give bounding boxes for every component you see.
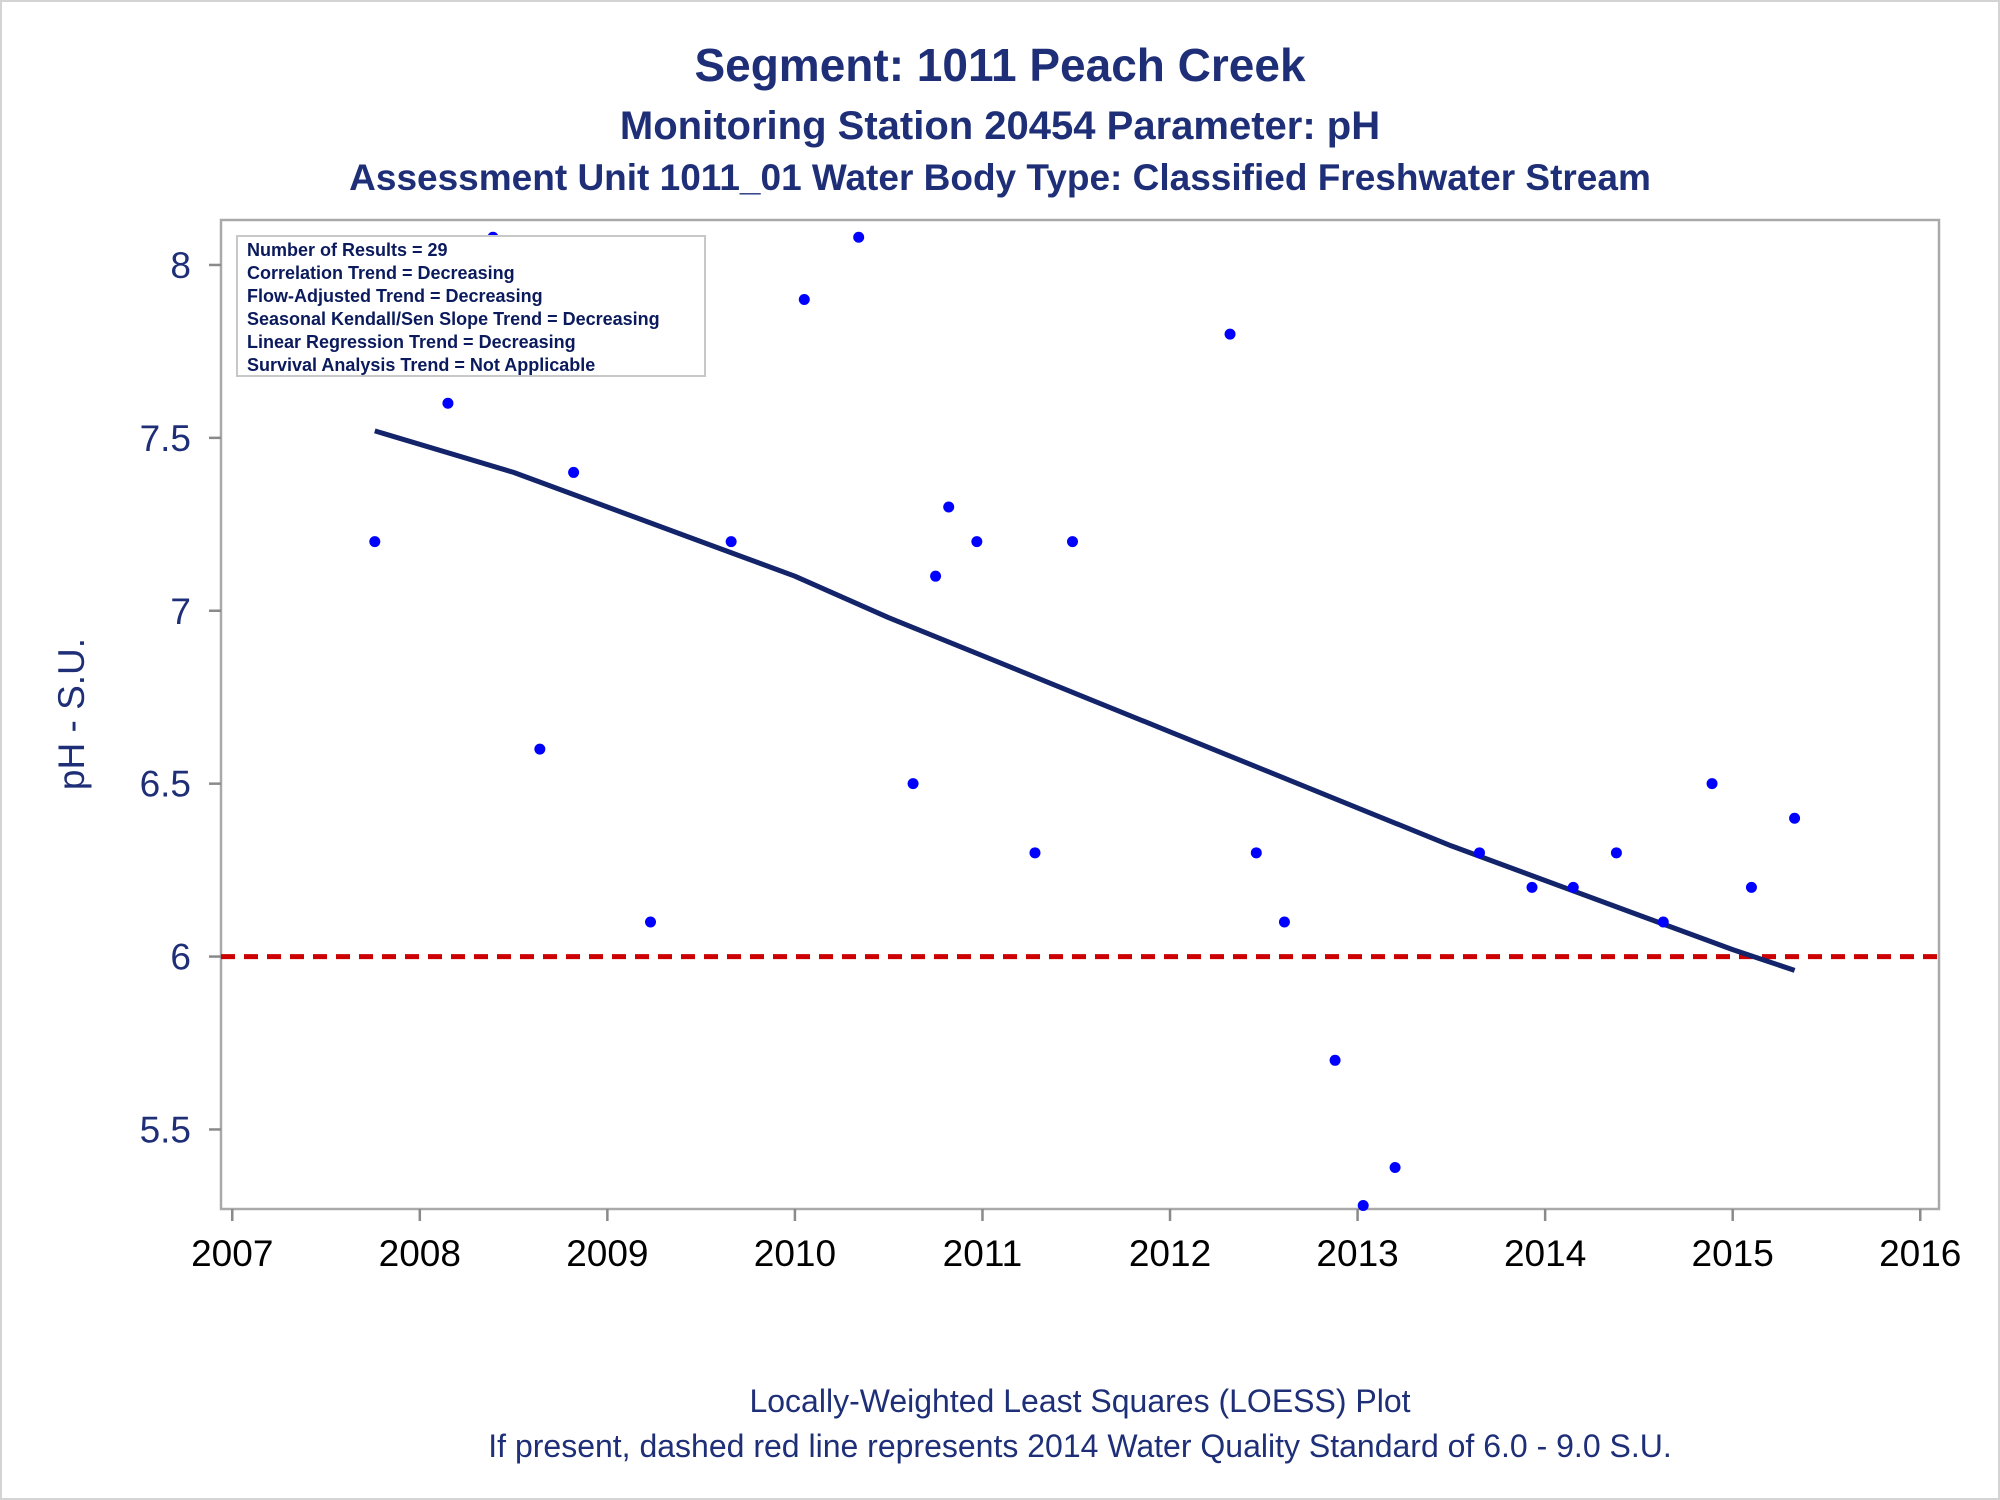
chart-subtitle-2: Assessment Unit 1011_01 Water Body Type:… [349, 157, 1651, 198]
x-tick-label: 2011 [943, 1233, 1023, 1274]
data-point [1029, 847, 1041, 859]
stats-line: Linear Regression Trend = Decreasing [247, 332, 576, 352]
data-point [943, 501, 955, 513]
x-tick-label: 2016 [1879, 1233, 1961, 1274]
data-point [1706, 778, 1718, 790]
y-tick-label: 7 [170, 591, 191, 632]
x-tick-label: 2015 [1692, 1233, 1774, 1274]
stats-line: Flow-Adjusted Trend = Decreasing [247, 286, 543, 306]
chart-title: Segment: 1011 Peach Creek [694, 39, 1306, 91]
x-tick-label: 2013 [1316, 1233, 1398, 1274]
data-point [853, 231, 865, 243]
data-point [1224, 328, 1236, 340]
data-point [442, 397, 454, 409]
data-point [907, 778, 919, 790]
data-point [1389, 1162, 1401, 1174]
stats-box: Number of Results = 29 Correlation Trend… [236, 235, 706, 377]
y-tick-label: 6.5 [140, 764, 191, 805]
data-point [1745, 881, 1757, 893]
loess-layer [374, 428, 1796, 973]
data-point [1473, 847, 1485, 859]
stats-line: Seasonal Kendall/Sen Slope Trend = Decre… [247, 309, 660, 329]
data-point [568, 466, 580, 478]
data-point [645, 916, 656, 928]
data-point [971, 536, 983, 548]
data-point [1278, 916, 1290, 928]
data-point [930, 570, 942, 582]
stats-line: Correlation Trend = Decreasing [247, 263, 515, 283]
data-point [1329, 1054, 1341, 1066]
y-axis: 5.5 6 6.5 7 7.5 8 [140, 245, 221, 1150]
x-tick-label: 2014 [1504, 1233, 1586, 1274]
data-point [725, 536, 737, 548]
x-axis: 2007 2008 2009 2010 2011 2012 2013 2014 2015 2016 [191, 1209, 1961, 1274]
y-axis-label: pH - S.U. [51, 638, 92, 790]
x-tick-label: 2010 [754, 1233, 836, 1274]
data-point [1789, 812, 1801, 824]
x-tick-label: 2008 [379, 1233, 461, 1274]
data-point [1250, 847, 1262, 859]
y-tick-label: 5.5 [140, 1109, 191, 1150]
plot-area [219, 218, 1941, 1211]
loess-line [374, 428, 1796, 973]
data-point [1357, 1200, 1369, 1212]
y-tick-label: 8 [170, 245, 191, 286]
chart-subtitle: Monitoring Station 20454 Parameter: pH [620, 104, 1380, 148]
x-tick-label: 2012 [1129, 1233, 1211, 1274]
points-layer [369, 231, 1801, 1212]
x-tick-label: 2009 [566, 1233, 648, 1274]
data-point [1066, 536, 1078, 548]
y-tick-label: 6 [170, 937, 191, 978]
footnote-loess: Locally-Weighted Least Squares (LOESS) P… [749, 1383, 1410, 1419]
data-point [1526, 881, 1538, 893]
footnote-standard: If present, dashed red line represents 2… [488, 1428, 1671, 1464]
data-point [1657, 916, 1669, 928]
y-tick-label: 7.5 [140, 418, 191, 459]
stats-line: Survival Analysis Trend = Not Applicable [247, 355, 595, 375]
data-point [1567, 881, 1579, 893]
stats-line: Number of Results = 29 [247, 240, 448, 260]
data-point [534, 743, 546, 755]
data-point [798, 294, 810, 306]
data-point [369, 536, 381, 548]
data-point [1610, 847, 1622, 859]
x-tick-label: 2007 [191, 1233, 273, 1274]
